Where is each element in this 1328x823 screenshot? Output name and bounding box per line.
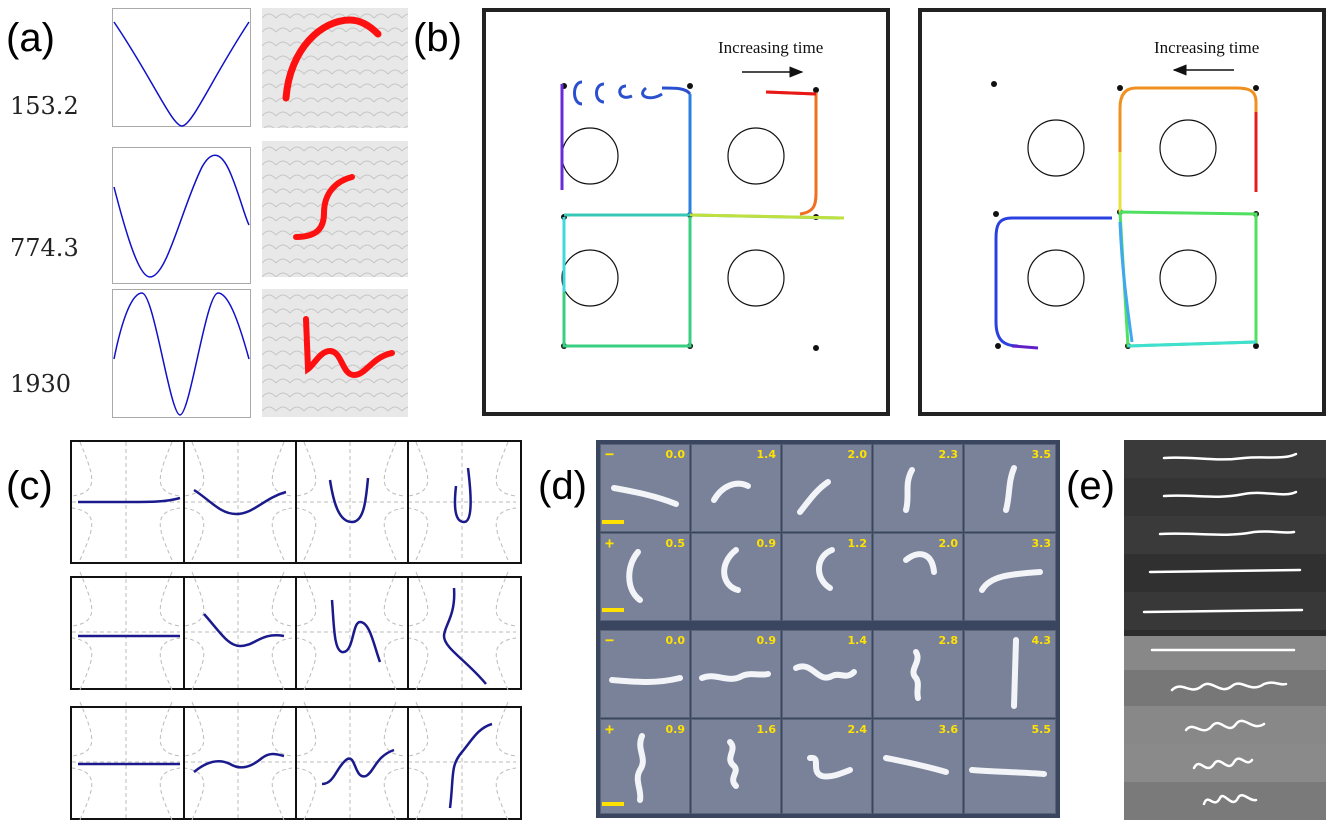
microscopy-grid: − 0.0 1.4 2.0 2.3 3.5 +0.5 0.9 1.2 2.0 3.… xyxy=(596,440,1060,818)
tile-r2-c1: +0.5 xyxy=(600,533,690,621)
curve-row-2 xyxy=(70,571,522,691)
time-r3-c1: 0.0 xyxy=(665,634,686,647)
wavenumber-value-2: 774.3 xyxy=(10,234,79,262)
tile-r3-c5: 4.3 xyxy=(964,630,1056,718)
panel-label-b: (b) xyxy=(413,16,462,60)
time-r3-c2: 0.9 xyxy=(756,634,777,647)
time-r1-c1: 0.0 xyxy=(665,448,686,461)
tile-r1-c5: 3.5 xyxy=(964,444,1056,532)
tile-r3-c4: 2.8 xyxy=(873,630,963,718)
sign-r3: − xyxy=(605,631,615,649)
curve-grid xyxy=(70,440,522,820)
tile-r1-c2: 1.4 xyxy=(691,444,781,532)
tile-r4-c5: 5.5 xyxy=(964,719,1056,814)
tracked-image-1 xyxy=(262,8,408,128)
time-r2-c2: 0.9 xyxy=(756,537,777,550)
filament-strips xyxy=(1124,440,1326,820)
mode-curve-1 xyxy=(113,21,250,127)
time-r4-c2: 1.6 xyxy=(756,723,777,736)
tile-r1-c4: 2.3 xyxy=(873,444,963,532)
filament-strip-column xyxy=(1124,440,1326,820)
trajectory-plot-left xyxy=(560,66,845,351)
panel-label-d: (d) xyxy=(538,464,587,508)
tile-r2-c4: 2.0 xyxy=(873,533,963,621)
time-r1-c3: 2.0 xyxy=(847,448,868,461)
time-r4-c3: 2.4 xyxy=(847,723,868,736)
time-r3-c3: 1.4 xyxy=(847,634,868,647)
filament-shapes xyxy=(602,465,1047,806)
curve-row-3 xyxy=(70,701,522,820)
time-r1-c4: 2.3 xyxy=(938,448,959,461)
time-r4-c5: 5.5 xyxy=(1031,723,1052,736)
time-r4-c4: 3.6 xyxy=(938,723,959,736)
time-r4-c1: 0.9 xyxy=(665,723,686,736)
trajectory-box-left: Increasing time xyxy=(482,8,890,416)
tile-r1-c3: 2.0 xyxy=(782,444,872,532)
red-trace-1 xyxy=(282,16,382,102)
trajectory-plot-right xyxy=(991,64,1259,350)
time-r2-c5: 3.3 xyxy=(1031,537,1052,550)
time-r3-c5: 4.3 xyxy=(1031,634,1052,647)
mode-shape-plots xyxy=(112,8,251,418)
tracked-image-3 xyxy=(262,289,408,417)
mode-curve-3 xyxy=(113,292,250,416)
wavenumber-value-1: 153.2 xyxy=(10,92,79,120)
mode-plot-2 xyxy=(112,147,251,284)
red-trace-3 xyxy=(303,316,395,379)
mode-curve-2 xyxy=(113,154,250,278)
tracked-filament-images xyxy=(262,8,408,417)
red-trace-2 xyxy=(293,174,355,240)
tile-r2-c3: 1.2 xyxy=(782,533,872,621)
sign-r1: − xyxy=(605,445,615,463)
panel-label-e: (e) xyxy=(1066,464,1115,508)
sign-r2: + xyxy=(605,534,615,552)
tile-r4-c3: 2.4 xyxy=(782,719,872,814)
time-r2-c4: 2.0 xyxy=(938,537,959,550)
panel-label-c: (c) xyxy=(6,464,53,508)
trajectory-box-right: Increasing time xyxy=(918,8,1326,416)
time-r1-c2: 1.4 xyxy=(756,448,777,461)
sign-r4: + xyxy=(605,720,615,738)
time-r1-c5: 3.5 xyxy=(1031,448,1052,461)
time-r2-c1: 0.5 xyxy=(665,537,686,550)
tracked-image-2 xyxy=(262,141,408,277)
time-r2-c3: 1.2 xyxy=(847,537,868,550)
time-r3-c4: 2.8 xyxy=(938,634,959,647)
mode-plot-3 xyxy=(112,289,251,418)
increasing-time-caption-right: Increasing time xyxy=(1154,38,1260,57)
tile-r3-c3: 1.4 xyxy=(782,630,872,718)
mode-plot-1 xyxy=(112,8,251,127)
wavenumber-value-3: 1930 xyxy=(10,370,72,398)
tile-r3-c1: − 0.0 xyxy=(600,630,690,718)
panel-label-a: (a) xyxy=(6,16,55,60)
curve-row-1 xyxy=(70,440,522,564)
increasing-time-caption-left: Increasing time xyxy=(718,38,824,57)
